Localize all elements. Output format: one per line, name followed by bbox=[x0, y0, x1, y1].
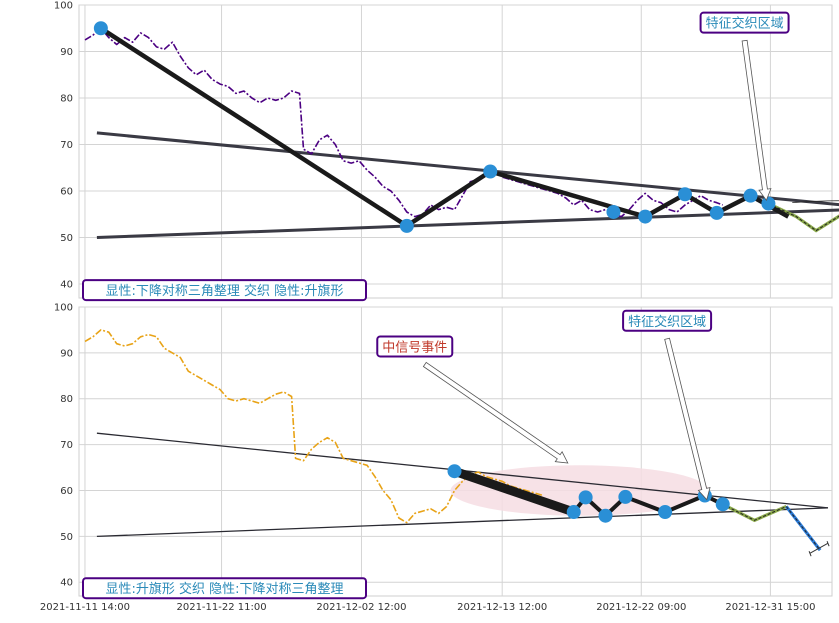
panel-2-y-tick-label: 40 bbox=[60, 578, 73, 589]
panel-1-trendline bbox=[96, 208, 839, 239]
panel-2-feature-zone-arrow bbox=[664, 337, 711, 501]
panel-1-plot-area bbox=[78, 4, 833, 299]
panel-2-pivot-marker bbox=[598, 508, 613, 523]
panel-2-feature-zone-box bbox=[622, 309, 713, 332]
panel-2-pivot-marker bbox=[447, 464, 462, 479]
panel-2-signal-text: 中信号事件 bbox=[382, 340, 447, 355]
panel-1-pivot-marker bbox=[709, 205, 724, 220]
panel-2-y-tick-label: 60 bbox=[60, 486, 73, 497]
panel-1-y-tick-label: 60 bbox=[60, 187, 73, 198]
panel-1-pivot-marker bbox=[743, 188, 758, 203]
panel-1-y-tick-label: 80 bbox=[60, 94, 73, 105]
panel-1-pivot-marker bbox=[638, 209, 653, 224]
panel-1-pivot-marker bbox=[399, 218, 414, 233]
panel-1-y-tick-label: 90 bbox=[60, 47, 73, 58]
panel-2-signal-box bbox=[376, 335, 454, 358]
panel-1-pivot-marker bbox=[677, 187, 692, 202]
panel-2-projection-end-cap bbox=[808, 540, 830, 557]
panel-2-y-tick-label: 80 bbox=[60, 394, 73, 405]
panel-1-pivot-marker bbox=[606, 204, 621, 219]
panel-1-pivot-marker bbox=[93, 21, 108, 36]
panel-2-signal-segment bbox=[453, 466, 576, 517]
panel-2-x-tick-label: 2021-11-22 11:00 bbox=[176, 602, 266, 613]
panel-1-y-tick-label: 40 bbox=[60, 280, 73, 291]
panel-1-feature-zone-box bbox=[699, 11, 790, 34]
panel-1-y-tick-label: 70 bbox=[60, 140, 73, 151]
panel-2: 40 50 60 70 80 90 100 2021-11-11 14:00 2021-11-2… bbox=[40, 303, 833, 613]
panel-2-x-tick-label: 2021-12-02 12:00 bbox=[316, 602, 406, 613]
panel-1-pivot-marker bbox=[483, 164, 498, 179]
panel-1-label-box bbox=[82, 279, 367, 302]
panel-2-x-tick-label: 2021-12-13 12:00 bbox=[457, 602, 547, 613]
panel-2-projection-green-dash bbox=[722, 503, 787, 521]
panel-2-plot-area bbox=[78, 306, 833, 597]
panel-1-pivot-marker bbox=[761, 196, 776, 211]
panel-2-y-tick-label: 100 bbox=[54, 303, 73, 314]
panel-1-projection-green-dash bbox=[768, 203, 839, 232]
panel-1-label-text: 显性:下降对称三角整理 交织 隐性:升旗形 bbox=[105, 283, 343, 299]
panel-2-pivot-marker bbox=[578, 490, 593, 505]
panel-1-projection-arc bbox=[792, 200, 839, 204]
panel-2-pivot-marker bbox=[566, 505, 581, 520]
panel-2-signal-arrow bbox=[422, 361, 569, 464]
panel-2-feature-zone-text: 特征交织区域 bbox=[628, 314, 706, 330]
panel-1-price-line bbox=[84, 27, 723, 218]
panel-2-x-tick-label: 2021-12-22 09:00 bbox=[596, 602, 686, 613]
panel-2-pivot-marker bbox=[715, 497, 730, 512]
panel-2-trendline bbox=[96, 507, 829, 538]
panel-1-y-tick-label: 100 bbox=[54, 1, 73, 12]
panel-1-feature-zone-arrow bbox=[741, 39, 772, 202]
panel-2-pivot-marker bbox=[658, 505, 673, 520]
panel-2-y-tick-label: 70 bbox=[60, 440, 73, 451]
panel-2-y-tick-label: 90 bbox=[60, 348, 73, 359]
panel-2-projection-blue-dash bbox=[785, 506, 821, 551]
panel-2-x-tick-label: 2021-11-11 14:00 bbox=[40, 602, 130, 613]
panel-1-feature-zone-text: 特征交织区域 bbox=[706, 16, 784, 32]
panel-2-label-box bbox=[82, 577, 367, 600]
panel-2-pivot-marker bbox=[618, 489, 633, 504]
panel-2-x-tick-label: 2021-12-31 15:00 bbox=[725, 602, 815, 613]
panel-1-y-tick-label: 50 bbox=[60, 233, 73, 244]
panel-2-label-text: 显性:升旗形 交织 隐性:下降对称三角整理 bbox=[105, 581, 343, 597]
panel-2-y-tick-label: 50 bbox=[60, 532, 73, 543]
